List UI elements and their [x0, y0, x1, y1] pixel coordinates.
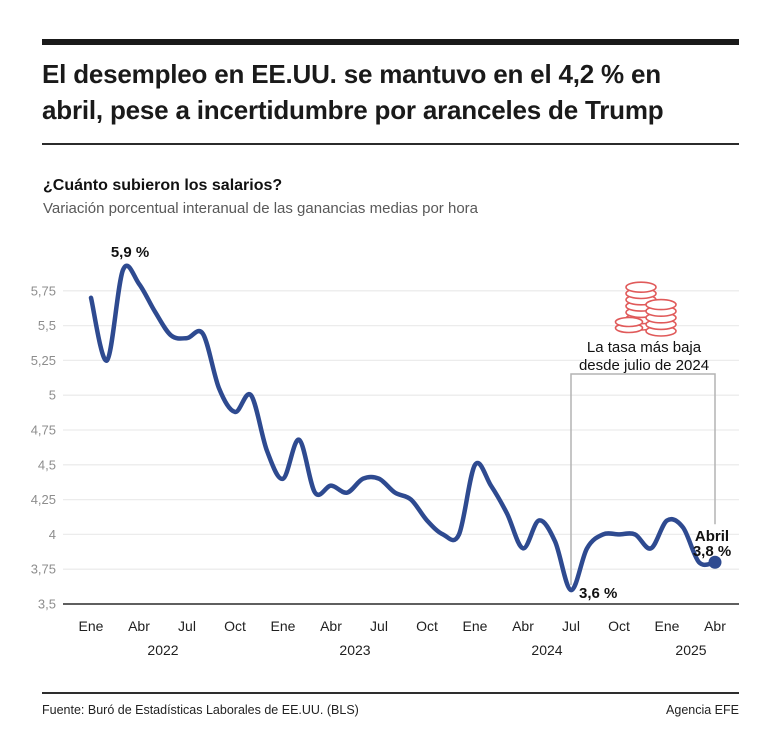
x-tick-label: Jul [562, 618, 580, 634]
x-tick-label: Abr [512, 618, 534, 634]
x-tick-label: Ene [271, 618, 296, 634]
page-title: El desempleo en EE.UU. se mantuvo en el … [42, 56, 742, 128]
x-tick-label: Ene [655, 618, 680, 634]
coin [614, 316, 644, 328]
coins-icon [614, 281, 677, 337]
source-credit: Fuente: Buró de Estadísticas Laborales d… [42, 703, 359, 717]
title-line-2: abril, pese a incertidumbre por arancele… [42, 95, 664, 125]
y-tick-label: 4,5 [38, 457, 56, 472]
x-tick-label: Oct [416, 618, 438, 634]
chart-question-heading: ¿Cuánto subieron los salarios? [43, 177, 283, 194]
y-tick-label: 3,75 [31, 562, 56, 577]
x-tick-label: Jul [178, 618, 196, 634]
x-tick-label: Ene [79, 618, 104, 634]
endpoint-dot [708, 555, 722, 569]
x-tick-label: Abr [128, 618, 150, 634]
x-tick-label: Jul [370, 618, 388, 634]
year-label: 2022 [147, 642, 178, 658]
wage-growth-line-chart: 5,75 5,5 5,25 5 4,75 4,5 4,25 4 3,75 3,5 Ene Abr Jul… [0, 230, 780, 670]
wage-chart-svg: 5,75 5,5 5,25 5 4,75 4,5 4,25 4 3,75 3,5 Ene Abr Jul… [31, 244, 739, 658]
x-tick-label: Oct [608, 618, 630, 634]
title-divider [42, 143, 739, 145]
y-tick-label: 4,25 [31, 492, 56, 507]
footer-divider [42, 692, 739, 694]
peak-value-label: 5,9 % [111, 244, 149, 261]
year-label: 2023 [339, 642, 370, 658]
year-label: 2025 [675, 642, 706, 658]
endpoint-value-label: 3,8 % [693, 543, 731, 560]
y-tick-label: 4,75 [31, 423, 56, 438]
y-tick-label: 4 [49, 527, 56, 542]
note-text: desde julio de 2024 [579, 357, 709, 374]
x-tick-label: Abr [704, 618, 726, 634]
trough-value-label: 3,6 % [579, 585, 617, 602]
y-tick-label: 5,75 [31, 283, 56, 298]
x-tick-label: Abr [320, 618, 342, 634]
series-line [88, 263, 718, 593]
y-tick-label: 3,5 [38, 597, 56, 612]
title-line-1: El desempleo en EE.UU. se mantuvo en el … [42, 59, 661, 89]
x-tick-label: Oct [224, 618, 246, 634]
range-bracket [570, 373, 716, 586]
top-rule [42, 39, 739, 45]
coin [645, 298, 677, 311]
agency-credit: Agencia EFE [666, 703, 739, 717]
y-tick-label: 5 [49, 388, 56, 403]
note-text: La tasa más baja [587, 339, 702, 356]
chart-subtitle: Variación porcentual interanual de las g… [43, 200, 478, 217]
year-label: 2024 [531, 642, 562, 658]
y-tick-label: 5,5 [38, 318, 56, 333]
coin [625, 281, 657, 294]
endpoint-value-label: Abril [695, 528, 729, 545]
y-tick-label: 5,25 [31, 353, 56, 368]
x-tick-label: Ene [463, 618, 488, 634]
